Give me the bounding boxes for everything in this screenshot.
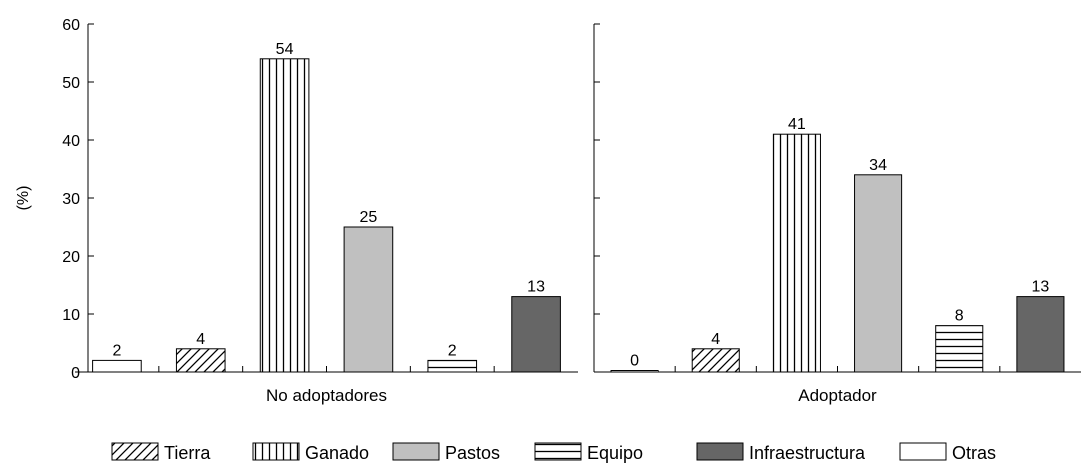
legend-item-tierra: Tierra (111, 442, 211, 463)
legend-swatch-tierra (111, 442, 159, 461)
legend-swatch-pastos (392, 442, 440, 461)
legend-item-infraestructura: Infraestructura (696, 442, 866, 463)
bar-adoptador-infraestructura (1016, 296, 1065, 373)
data-label-no-adoptadores-ganado: 54 (276, 41, 294, 58)
data-label-no-adoptadores-otras: 2 (112, 342, 121, 359)
data-label-adoptador-equipo: 8 (955, 308, 964, 325)
y-axis-title: (%) (15, 186, 32, 211)
data-label-adoptador-infraestructura: 13 (1032, 279, 1050, 296)
bar-no-adoptadores-pastos (343, 226, 394, 373)
legend-label-infraestructura: Infraestructura (749, 443, 866, 463)
data-label-adoptador-pastos: 34 (869, 157, 887, 174)
data-label-no-adoptadores-equipo: 2 (448, 342, 457, 359)
legend-swatch-otras (899, 442, 947, 461)
bar-no-adoptadores-otras (92, 359, 142, 373)
y-tick-label-50: 50 (62, 75, 80, 92)
y-tick-label-10: 10 (62, 307, 80, 324)
data-label-no-adoptadores-tierra: 4 (196, 331, 205, 348)
legend-label-pastos: Pastos (445, 443, 500, 463)
data-label-adoptador-ganado: 41 (788, 116, 806, 133)
bar-adoptador-otras (610, 370, 659, 373)
y-tick-label-0: 0 (71, 365, 80, 382)
group-label-no-adoptadores: No adoptadores (266, 386, 387, 405)
legend-label-equipo: Equipo (587, 443, 643, 463)
legend-label-ganado: Ganado (305, 443, 369, 463)
legend-swatch-infraestructura (696, 442, 744, 461)
legend-item-pastos: Pastos (392, 442, 500, 463)
y-tick-label-20: 20 (62, 249, 80, 266)
bar-no-adoptadores-equipo (427, 359, 478, 373)
y-tick-label-60: 60 (62, 17, 80, 34)
legend-item-equipo: Equipo (534, 442, 643, 463)
bar-adoptador-pastos (854, 174, 903, 373)
data-label-no-adoptadores-pastos: 25 (360, 209, 378, 226)
legend-swatch-ganado (252, 442, 300, 461)
data-label-adoptador-otras: 0 (630, 353, 639, 370)
legend-label-tierra: Tierra (164, 443, 211, 463)
legend-swatch-equipo (534, 442, 582, 461)
bar-no-adoptadores-ganado (259, 58, 310, 373)
data-label-no-adoptadores-infraestructura: 13 (527, 279, 545, 296)
group-label-adoptador: Adoptador (798, 386, 877, 405)
data-label-adoptador-tierra: 4 (711, 331, 720, 348)
bar-no-adoptadores-tierra (175, 348, 226, 373)
y-tick-label-30: 30 (62, 191, 80, 208)
bar-adoptador-ganado (772, 133, 821, 373)
bar-adoptador-tierra (691, 348, 740, 373)
legend-item-ganado: Ganado (252, 442, 369, 463)
legend-label-otras: Otras (952, 443, 996, 463)
bar-adoptador-equipo (935, 325, 984, 373)
legend-item-otras: Otras (899, 442, 996, 463)
bar-no-adoptadores-infraestructura (511, 296, 561, 373)
y-tick-label-40: 40 (62, 133, 80, 150)
